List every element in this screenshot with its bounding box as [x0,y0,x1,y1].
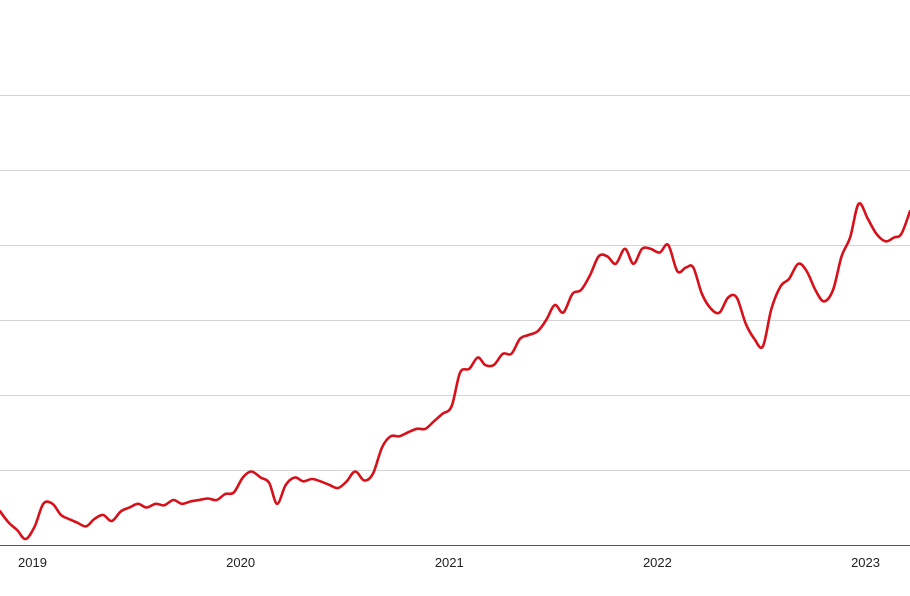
x-tick-label: 2023 [851,555,880,570]
series-line [0,202,910,541]
x-tick-label: 2020 [226,555,255,570]
series-layer [0,202,910,541]
x-tick-label: 2019 [18,555,47,570]
gridlines [0,95,910,546]
x-axis-ticks: 2019 2020 2021 2022 2023 [18,555,880,570]
x-tick-label: 2021 [435,555,464,570]
x-tick-label: 2022 [643,555,672,570]
